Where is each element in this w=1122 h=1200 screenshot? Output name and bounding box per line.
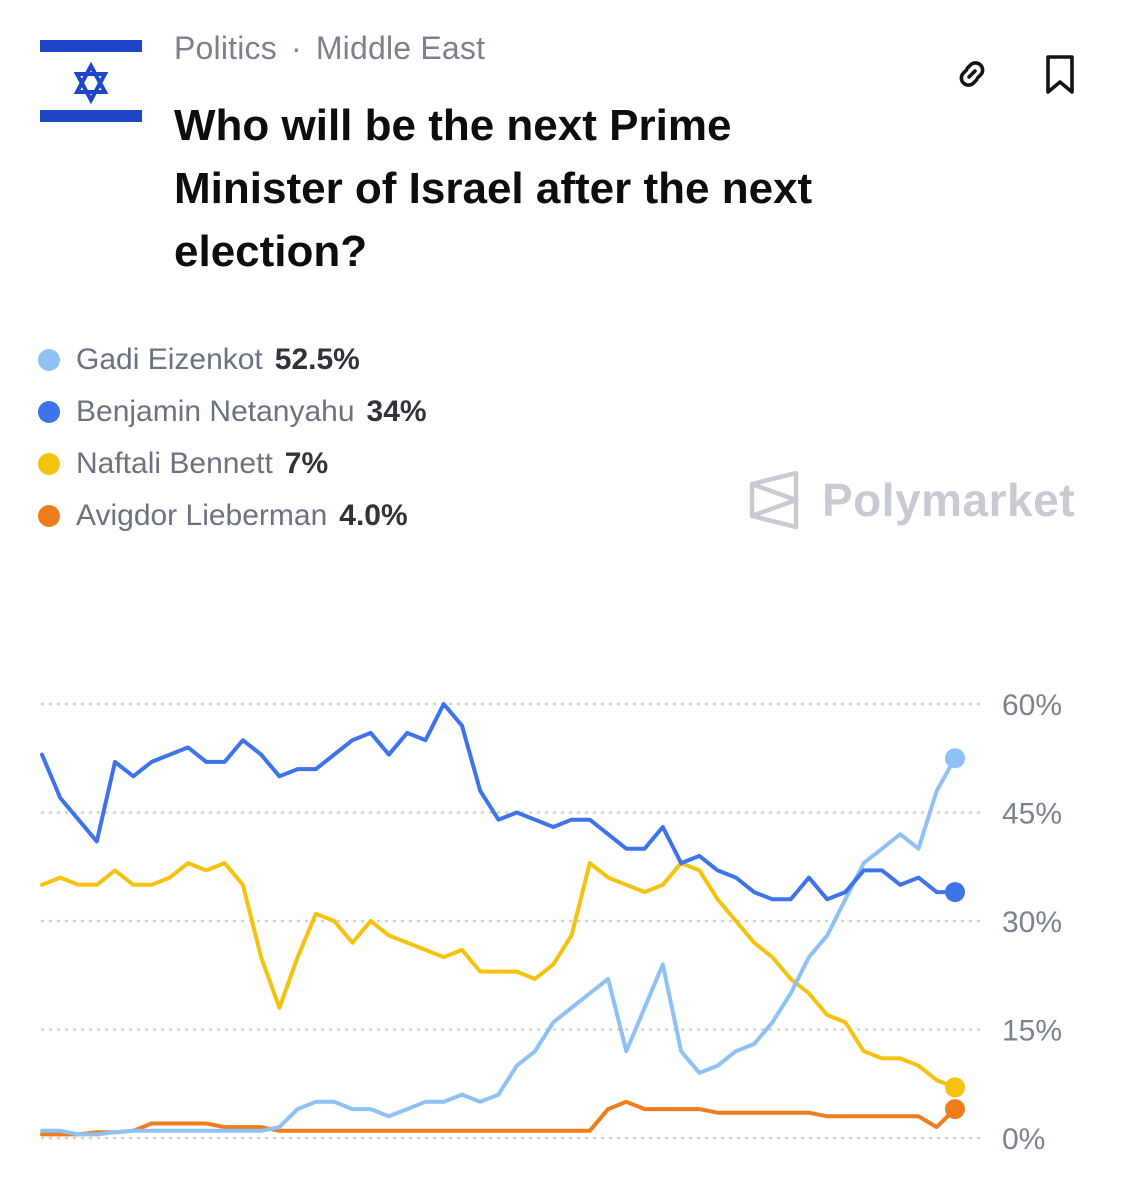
header-actions <box>950 52 1082 96</box>
series-end-dot-gadi-eizenkot[interactable] <box>945 748 965 769</box>
legend-value: 7% <box>284 447 329 480</box>
subcategory-link[interactable]: Middle East <box>315 30 486 66</box>
legend-item-benjamin-netanyahu: Benjamin Netanyahu 34% <box>38 386 427 438</box>
category-link[interactable]: Politics <box>174 30 277 66</box>
legend-item-avigdor-lieberman: Avigdor Lieberman 4.0% <box>38 490 427 542</box>
legend-name: Benjamin Netanyahu <box>76 395 355 428</box>
legend-name: Avigdor Lieberman <box>76 499 328 532</box>
link-icon[interactable] <box>950 52 994 96</box>
series-line-benjamin-netanyahu <box>40 702 957 902</box>
series-line-gadi-eizenkot <box>40 756 957 1137</box>
y-tick-label: 15% <box>1002 1015 1062 1048</box>
legend-item-naftali-bennett: Naftali Bennett 7% <box>38 438 427 490</box>
y-tick-label: 30% <box>1002 906 1062 939</box>
legend-name: Naftali Bennett <box>76 447 273 480</box>
israel-flag-icon <box>40 40 142 124</box>
series-line-naftali-bennett <box>40 861 957 1090</box>
legend-dot-benjamin-netanyahu <box>38 401 60 423</box>
breadcrumb: Politics · Middle East <box>174 30 485 67</box>
polymarket-logo-icon <box>749 470 799 530</box>
bookmark-icon[interactable] <box>1038 52 1082 96</box>
legend-dot-avigdor-lieberman <box>38 505 60 527</box>
polymarket-watermark: Polymarket <box>748 470 1075 530</box>
y-tick-label: 45% <box>1002 798 1062 831</box>
series-end-dot-benjamin-netanyahu[interactable] <box>945 882 965 903</box>
legend-item-gadi-eizenkot: Gadi Eizenkot 52.5% <box>38 334 427 386</box>
legend-value: 52.5% <box>274 343 360 376</box>
brand-name: Polymarket <box>822 474 1076 526</box>
market-title: Who will be the next Prime Minister of I… <box>174 101 813 276</box>
y-tick-label: 0% <box>1002 1123 1045 1156</box>
legend-value: 4.0% <box>339 499 408 532</box>
legend-name: Gadi Eizenkot <box>76 343 263 376</box>
legend-dot-naftali-bennett <box>38 453 60 475</box>
chart-legend: Gadi Eizenkot 52.5% Benjamin Netanyahu 3… <box>38 334 427 542</box>
series-end-dot-avigdor-lieberman[interactable] <box>945 1099 965 1120</box>
y-tick-label: 60% <box>1002 689 1062 722</box>
series-end-dot-naftali-bennett[interactable] <box>945 1077 965 1098</box>
series-line-avigdor-lieberman <box>40 1099 957 1137</box>
legend-dot-gadi-eizenkot <box>38 349 60 371</box>
legend-value: 34% <box>366 395 427 428</box>
breadcrumb-separator: · <box>290 30 302 66</box>
probability-line-chart: 60% 45% 30% 15% 0% <box>40 689 1062 1156</box>
